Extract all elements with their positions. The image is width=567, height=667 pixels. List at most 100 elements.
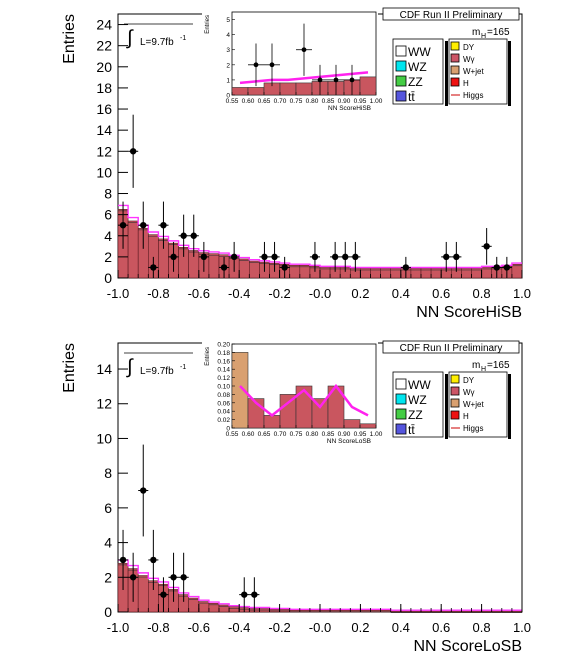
inset-x-axis-label: NN ScoreHiSB	[328, 105, 371, 112]
x-tick-label: 0.8	[473, 620, 491, 635]
x-tick-label: -0.6	[188, 286, 210, 301]
data-point	[160, 591, 167, 598]
data-point	[150, 556, 157, 564]
legend-item-label: Higgs	[463, 424, 483, 433]
inset-bar	[295, 82, 313, 96]
inset-data-point	[317, 77, 323, 83]
legend-swatch	[450, 410, 460, 420]
higgs-signal-line	[118, 559, 522, 611]
legend-swatch	[450, 77, 460, 87]
legend-swatch	[395, 393, 407, 405]
background-bar	[430, 610, 442, 613]
background-bar	[289, 265, 301, 279]
data-point	[200, 253, 208, 261]
background-bar	[400, 610, 412, 613]
inset-bar	[231, 87, 249, 96]
data-point	[493, 264, 500, 271]
y-tick-label: 4	[104, 228, 112, 244]
inset-x-tick-label: 0.70	[274, 98, 287, 105]
x-tick-label: -0.0	[309, 620, 331, 635]
luminosity-exponent: -1	[180, 364, 186, 371]
data-point	[119, 556, 127, 564]
data-point	[140, 222, 147, 229]
y-tick-label: 20	[96, 59, 112, 75]
y-tick-label: 12	[96, 143, 112, 159]
mass-subscript: H	[481, 366, 486, 373]
legend-item-label: WW	[408, 45, 431, 59]
y-tick-label: 2	[104, 249, 112, 265]
x-tick-label: -0.4	[228, 286, 250, 301]
data-point	[271, 253, 278, 261]
x-tick-label: 0.4	[392, 620, 410, 635]
legend-swatch	[395, 423, 407, 435]
inset-y-tick-label: 3	[226, 47, 230, 54]
inset-y-tick-label: 1	[226, 77, 230, 84]
legend-shadow	[445, 374, 448, 439]
data-point	[261, 253, 268, 261]
data-point	[230, 253, 238, 261]
x-tick-label: -0.8	[147, 620, 169, 635]
legend-item-label: DY	[463, 376, 475, 385]
data-point	[241, 591, 248, 598]
background-bar	[511, 263, 523, 279]
inset-x-tick-label: 0.55	[226, 98, 239, 105]
x-tick-label: -0.8	[147, 286, 169, 301]
data-point	[180, 232, 187, 239]
legend-item-label: ZZ	[408, 408, 423, 422]
inset-y-tick-label: 0.20	[217, 342, 230, 349]
legend-swatch	[450, 53, 460, 63]
inset-x-tick-label: 0.80	[306, 431, 319, 438]
inset-y-tick-label: 0.10	[217, 384, 230, 391]
y-tick-label: 2	[104, 569, 112, 585]
integral-symbol: ∫	[126, 27, 134, 49]
y-tick-label: 12	[96, 396, 112, 412]
mass-value: =165	[487, 27, 510, 38]
data-point	[402, 264, 410, 271]
legend-swatch	[395, 90, 407, 102]
x-tick-label: -1.0	[107, 620, 129, 635]
mass-label: m	[472, 27, 480, 38]
background-bar	[299, 265, 311, 279]
y-tick-label: 6	[104, 500, 112, 516]
inset-data-point	[349, 77, 355, 83]
experiment-label: CDF Run II Preliminary	[400, 343, 503, 354]
legend-item-label: Wγ	[463, 55, 475, 64]
legend-swatch	[395, 378, 407, 390]
inset-x-tick-label: 0.55	[226, 431, 239, 438]
data-point	[311, 253, 319, 261]
inset-bar	[359, 423, 377, 429]
inset-y-tick-label: 0.02	[217, 417, 230, 424]
legend-item-label: DY	[463, 43, 475, 52]
x-tick-label: 0.2	[351, 286, 369, 301]
legend-swatch	[395, 60, 407, 72]
inset-data-point	[253, 62, 259, 68]
x-tick-label: -0.2	[268, 286, 290, 301]
x-tick-label: -0.4	[228, 620, 250, 635]
legend-swatch	[450, 386, 460, 396]
data-point	[220, 264, 228, 271]
x-tick-label: -0.0	[309, 286, 331, 301]
background-bar	[249, 260, 260, 279]
background-bar	[481, 610, 493, 613]
legend-shadow	[508, 41, 511, 106]
y-tick-label: 4	[104, 535, 112, 551]
data-point	[251, 591, 258, 598]
inset-x-tick-label: 0.65	[258, 431, 271, 438]
x-tick-label: 1.0	[513, 620, 531, 635]
legend-item-label: WZ	[408, 60, 427, 74]
inset-data-point	[333, 77, 339, 83]
inset-x-tick-label: 0.70	[274, 431, 287, 438]
data-point	[503, 264, 511, 271]
x-tick-label: 0.2	[351, 620, 369, 635]
legend-shadow	[508, 374, 511, 439]
data-point	[170, 253, 177, 261]
inset-bar	[359, 76, 377, 96]
data-point	[352, 253, 359, 261]
inset-y-tick-label: 0.16	[217, 358, 230, 365]
data-point	[342, 253, 349, 261]
inset-y-axis-label: Entries	[205, 347, 211, 366]
background-bar	[137, 575, 149, 613]
inset-y-tick-label: 0	[226, 426, 230, 433]
data-point	[190, 232, 197, 239]
